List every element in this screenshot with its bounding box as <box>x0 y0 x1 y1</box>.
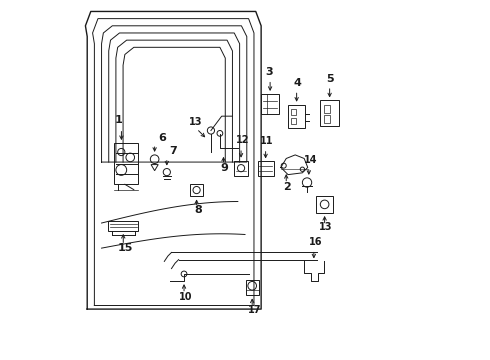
Bar <box>320 100 339 126</box>
Text: 16: 16 <box>309 237 322 247</box>
Bar <box>324 115 330 123</box>
Text: 9: 9 <box>220 163 228 173</box>
Bar <box>245 280 259 296</box>
Bar <box>288 105 305 128</box>
Bar <box>261 94 279 114</box>
Text: 10: 10 <box>179 292 192 302</box>
Text: 8: 8 <box>194 204 202 215</box>
Text: 1: 1 <box>114 115 122 125</box>
Text: 13: 13 <box>319 222 333 232</box>
Bar <box>291 109 296 116</box>
Text: 7: 7 <box>170 146 177 156</box>
Bar <box>291 118 296 125</box>
Text: 11: 11 <box>260 136 274 146</box>
Bar <box>108 221 139 231</box>
Text: 15: 15 <box>118 243 133 253</box>
Bar <box>190 184 203 197</box>
Text: 6: 6 <box>158 132 166 143</box>
Text: 13: 13 <box>189 117 202 127</box>
Bar <box>324 105 330 113</box>
Text: 5: 5 <box>326 74 334 84</box>
Text: 12: 12 <box>236 135 249 145</box>
Text: 14: 14 <box>303 155 317 165</box>
Text: 2: 2 <box>283 182 291 192</box>
Bar <box>316 196 333 213</box>
Bar <box>114 143 139 184</box>
Bar <box>234 161 248 176</box>
Text: 17: 17 <box>248 305 261 315</box>
Text: 4: 4 <box>293 78 301 88</box>
Text: 3: 3 <box>266 67 273 77</box>
Bar <box>258 161 274 176</box>
